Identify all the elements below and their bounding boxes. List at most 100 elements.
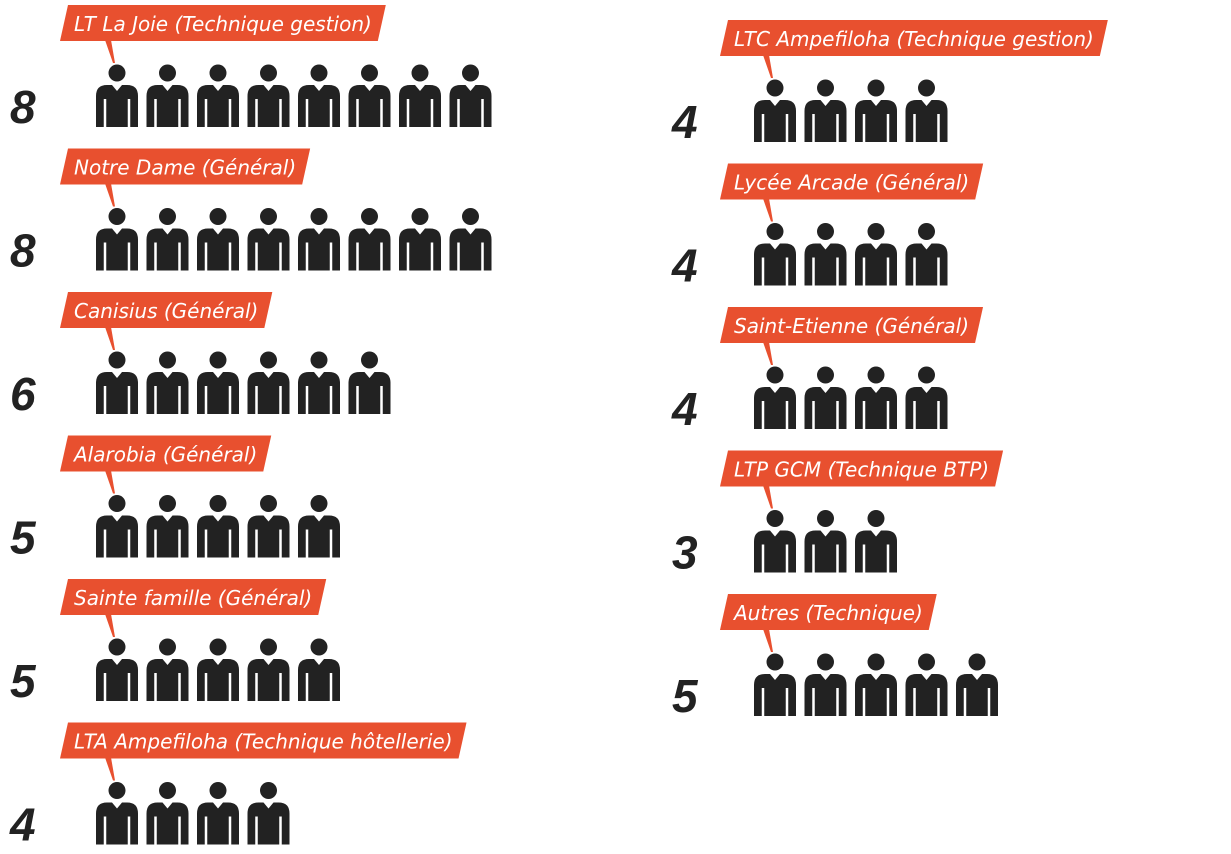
person-collar: [921, 674, 932, 680]
person-body: [804, 674, 847, 716]
person-body: [399, 228, 441, 271]
person-collar: [162, 802, 173, 809]
person-body: [298, 515, 340, 558]
person-head: [310, 208, 328, 225]
person-head: [108, 208, 126, 225]
label-pointer: [105, 327, 115, 350]
row: LT La Joie (Technique gestion) 8: [10, 5, 492, 133]
row: Sainte famille (Général) 5: [10, 579, 340, 707]
label-pointer: [105, 614, 115, 637]
person-body: [905, 387, 948, 429]
person-body: [855, 100, 897, 142]
person-body: [754, 100, 796, 142]
person-head: [867, 223, 885, 240]
person-collar: [213, 659, 223, 665]
person-collar: [314, 228, 324, 235]
label-pointer: [105, 40, 115, 63]
label-tag: [60, 292, 273, 328]
person-head: [108, 64, 126, 82]
person-body: [96, 228, 138, 271]
label-tag: [60, 579, 327, 615]
person-body: [247, 228, 290, 271]
value-label: 5: [10, 512, 37, 564]
category-label: LT La Joie (Technique gestion): [74, 12, 372, 36]
person-collar: [820, 100, 831, 106]
person-body: [298, 372, 340, 414]
person-collar: [415, 85, 425, 91]
person-body: [247, 85, 290, 127]
person-collar: [213, 802, 223, 809]
person-head: [260, 782, 277, 799]
person-body: [754, 674, 796, 716]
category-label: Alarobia (Général): [72, 443, 257, 467]
person-body: [96, 659, 138, 701]
person-head: [361, 351, 378, 369]
person-head: [310, 64, 328, 82]
value-label: 3: [672, 527, 698, 579]
person-collar: [770, 387, 780, 393]
person-head: [867, 366, 885, 384]
person-collar: [314, 372, 324, 378]
person-head: [159, 351, 176, 369]
person-head: [867, 510, 885, 527]
row: Canisius (Général) 6: [10, 292, 391, 420]
person-head: [361, 208, 378, 225]
person-collar: [364, 85, 375, 91]
label-tag: [60, 722, 467, 759]
person-body: [905, 100, 948, 142]
person-body: [804, 243, 847, 286]
person-collar: [314, 85, 324, 91]
label-tag: [60, 435, 272, 472]
person-head: [159, 208, 176, 225]
person-head: [260, 208, 277, 225]
person-head: [817, 653, 834, 671]
person-body: [449, 228, 492, 271]
category-label: Sainte famille (Général): [74, 586, 312, 610]
person-collar: [770, 100, 780, 106]
row: LTP GCM (Technique BTP) 3: [672, 450, 1004, 579]
row: LTA Ampefiloha (Technique hôtellerie) 4: [9, 722, 467, 851]
person-head: [310, 495, 328, 512]
label-tag: [720, 450, 1004, 487]
label-tag: [60, 5, 386, 41]
person-collar: [263, 228, 274, 235]
person-collar: [364, 228, 375, 235]
person-collar: [213, 515, 223, 522]
person-collar: [314, 515, 324, 522]
person-body: [146, 802, 189, 845]
value-label: 5: [10, 655, 37, 707]
pictogram: [754, 653, 998, 716]
pictogram: [96, 351, 391, 414]
person-collar: [112, 802, 122, 809]
person-head: [766, 653, 784, 671]
label-pointer: [763, 198, 773, 222]
person-head: [867, 79, 885, 97]
person-body: [348, 228, 391, 271]
category-label: LTC Ampefiloha (Technique gestion): [734, 27, 1094, 51]
person-body: [754, 387, 796, 429]
person-body: [197, 802, 239, 845]
person-collar: [263, 515, 274, 522]
person-head: [462, 64, 479, 82]
row: Autres (Technique) 5: [672, 594, 998, 722]
person-collar: [263, 659, 274, 665]
category-label: Canisius (Général): [74, 299, 258, 323]
person-body: [146, 85, 189, 127]
pictogram: [754, 223, 948, 286]
person-collar: [770, 243, 780, 250]
person-body: [804, 530, 847, 573]
person-body: [96, 802, 138, 845]
person-head: [462, 208, 479, 225]
person-body: [804, 387, 847, 429]
person-head: [260, 351, 277, 369]
person-head: [310, 351, 328, 369]
person-collar: [162, 85, 173, 91]
pictogram: [96, 782, 290, 845]
person-head: [766, 223, 784, 240]
person-head: [766, 79, 784, 97]
person-head: [411, 64, 429, 82]
label-pointer: [105, 470, 115, 494]
pictogram: [754, 510, 897, 573]
person-body: [197, 85, 239, 127]
person-collar: [921, 387, 932, 393]
